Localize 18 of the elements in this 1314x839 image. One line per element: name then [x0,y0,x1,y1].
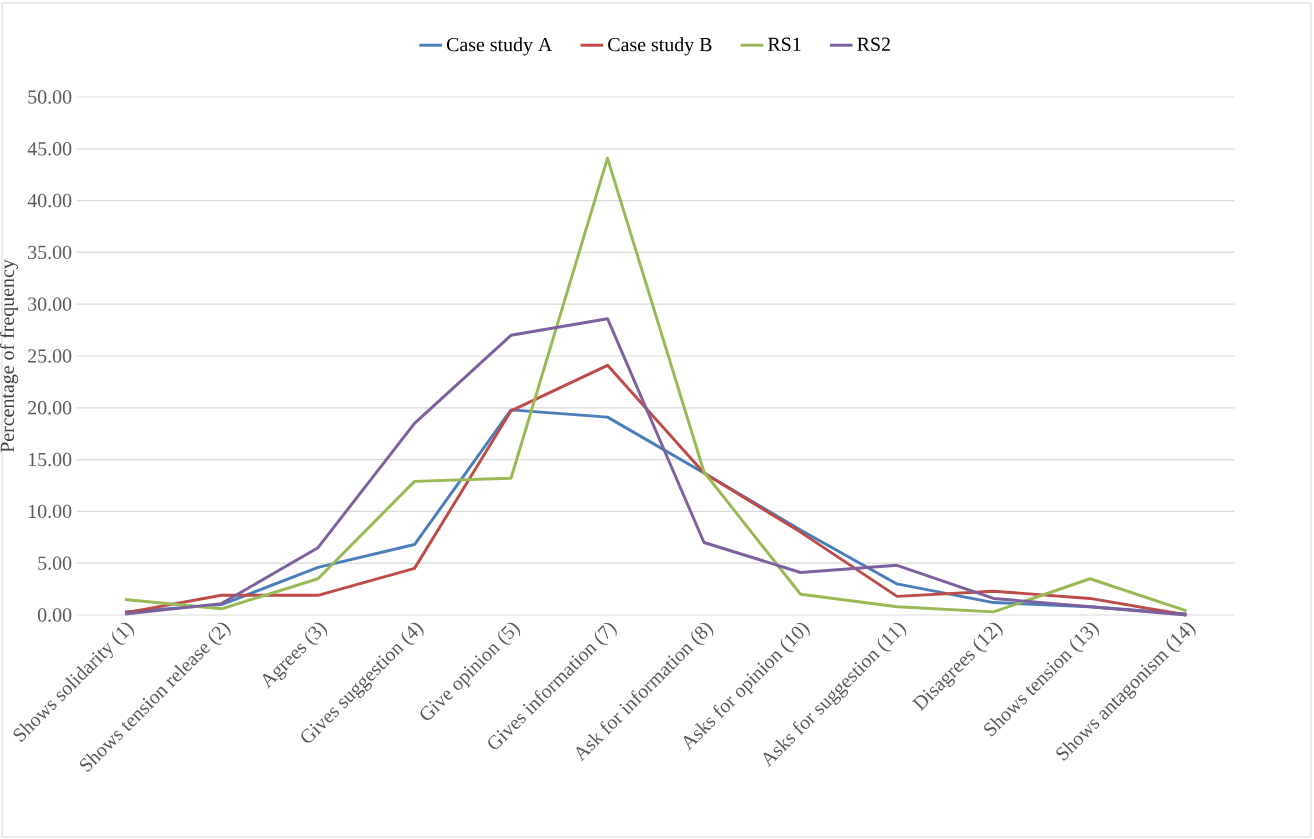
y-tick-label: 10.00 [28,504,72,519]
y-tick-label: 0.00 [37,608,72,622]
y-tick-label: 20.00 [28,401,72,415]
y-tick-label: 45.00 [27,142,72,156]
legend-label: RS2 [857,37,890,51]
y-axis-title: Percentage of frequency [0,259,19,453]
y-tick-label: 40.00 [27,193,72,208]
y-tick-label: 15.00 [28,452,72,467]
line-series [123,317,1188,617]
y-tick-label: 30.00 [28,297,72,311]
y-tick-label: 50.00 [28,90,72,104]
line-series [123,156,1188,614]
y-tick-label: 25.00 [28,349,72,363]
legend-label: RS1 [767,37,801,51]
legend-label: Case study A [446,37,553,56]
y-tick-label: 35.00 [28,245,72,260]
y-tick-label: 5.00 [38,556,72,570]
legend-label: Case study B [608,37,712,56]
